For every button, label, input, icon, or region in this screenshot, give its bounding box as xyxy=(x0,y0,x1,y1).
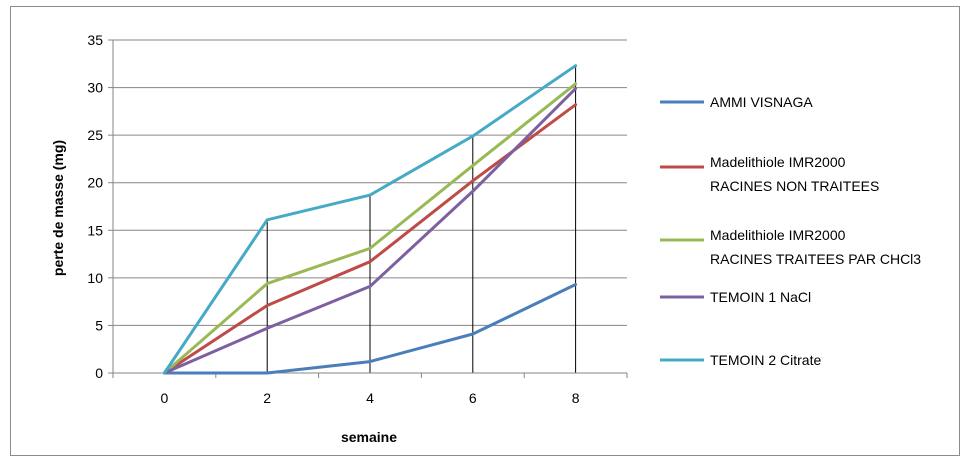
x-tick-label: 8 xyxy=(572,390,580,406)
y-tick-label: 0 xyxy=(95,365,103,381)
legend-label-5: TEMOIN 2 Citrate xyxy=(710,352,821,368)
series-layer xyxy=(162,64,578,375)
y-tick-label: 25 xyxy=(87,127,103,143)
series-line-4 xyxy=(162,87,578,375)
legend-label-1: AMMI VISNAGA xyxy=(710,94,813,110)
axis-layer: 0 5 10 15 20 25 30 35 0 2 4 6 8 xyxy=(87,32,628,406)
y-tick-label: 10 xyxy=(87,270,103,286)
y-axis-title: perte de masse (mg) xyxy=(50,140,66,276)
legend-label-4: TEMOIN 1 NaCl xyxy=(710,289,811,305)
x-axis-title: semaine xyxy=(341,429,397,445)
x-tick-label: 6 xyxy=(469,390,477,406)
series-line-1 xyxy=(162,283,578,375)
y-tick-label: 5 xyxy=(95,317,103,333)
x-tick-label: 0 xyxy=(161,390,169,406)
legend-label-2: Madelithiole IMR2000 xyxy=(710,154,846,170)
legend-label-3: RACINES TRAITEES PAR CHCl3 xyxy=(710,251,921,267)
legend-label-3: Madelithiole IMR2000 xyxy=(710,227,846,243)
legend: AMMI VISNAGA Madelithiole IMR2000 RACINES … xyxy=(660,94,921,368)
legend-label-2: RACINES NON TRAITEES xyxy=(710,178,879,194)
y-tick-label: 30 xyxy=(87,80,103,96)
y-tick-label: 15 xyxy=(87,222,103,238)
x-tick-label: 4 xyxy=(366,390,374,406)
x-tick-label: 2 xyxy=(263,390,271,406)
series-line-5 xyxy=(162,64,578,375)
y-tick-label: 35 xyxy=(87,32,103,48)
y-tick-label: 20 xyxy=(87,175,103,191)
grid-layer xyxy=(113,39,627,373)
chart-frame xyxy=(10,6,960,456)
series-line-3 xyxy=(162,82,578,375)
